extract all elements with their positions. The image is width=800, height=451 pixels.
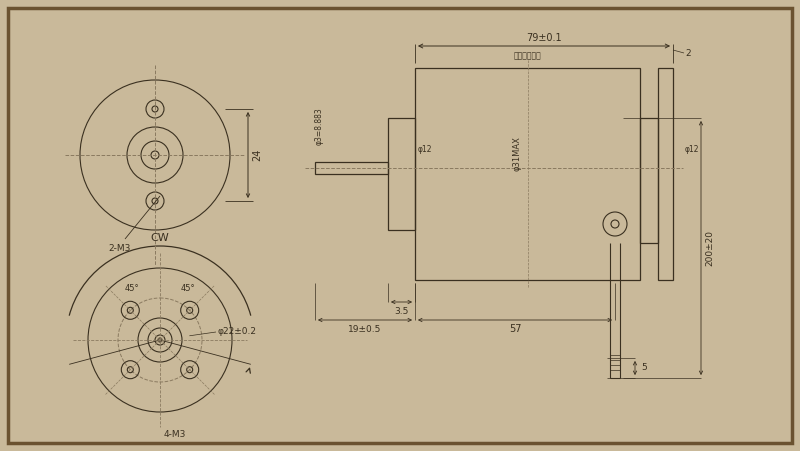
Text: 200±20: 200±20 (706, 230, 714, 266)
Text: φ12: φ12 (418, 146, 433, 155)
Bar (388, 118, 415, 230)
Text: 57: 57 (509, 324, 522, 334)
Text: φ31MAX: φ31MAX (513, 137, 522, 171)
Text: 2-M3: 2-M3 (109, 244, 131, 253)
Text: φ3=8.883: φ3=8.883 (314, 107, 323, 145)
Text: CW: CW (150, 233, 170, 243)
Text: 45°: 45° (125, 284, 139, 293)
Text: 2: 2 (685, 49, 690, 57)
Text: φ12: φ12 (685, 146, 699, 155)
Text: 79±0.1: 79±0.1 (526, 33, 562, 43)
Text: 24: 24 (252, 149, 262, 161)
Bar (415, 68, 640, 280)
Text: 5: 5 (641, 364, 646, 373)
Text: 4-M3: 4-M3 (164, 430, 186, 439)
Text: 3.5: 3.5 (394, 307, 409, 316)
Bar (658, 68, 673, 280)
Bar (640, 118, 658, 243)
Text: 深圳水泵电机: 深圳水泵电机 (514, 51, 542, 60)
Text: φ22±0.2: φ22±0.2 (217, 327, 256, 336)
Text: 45°: 45° (181, 284, 195, 293)
Text: 19±0.5: 19±0.5 (348, 325, 382, 333)
Bar (315, 162, 388, 174)
